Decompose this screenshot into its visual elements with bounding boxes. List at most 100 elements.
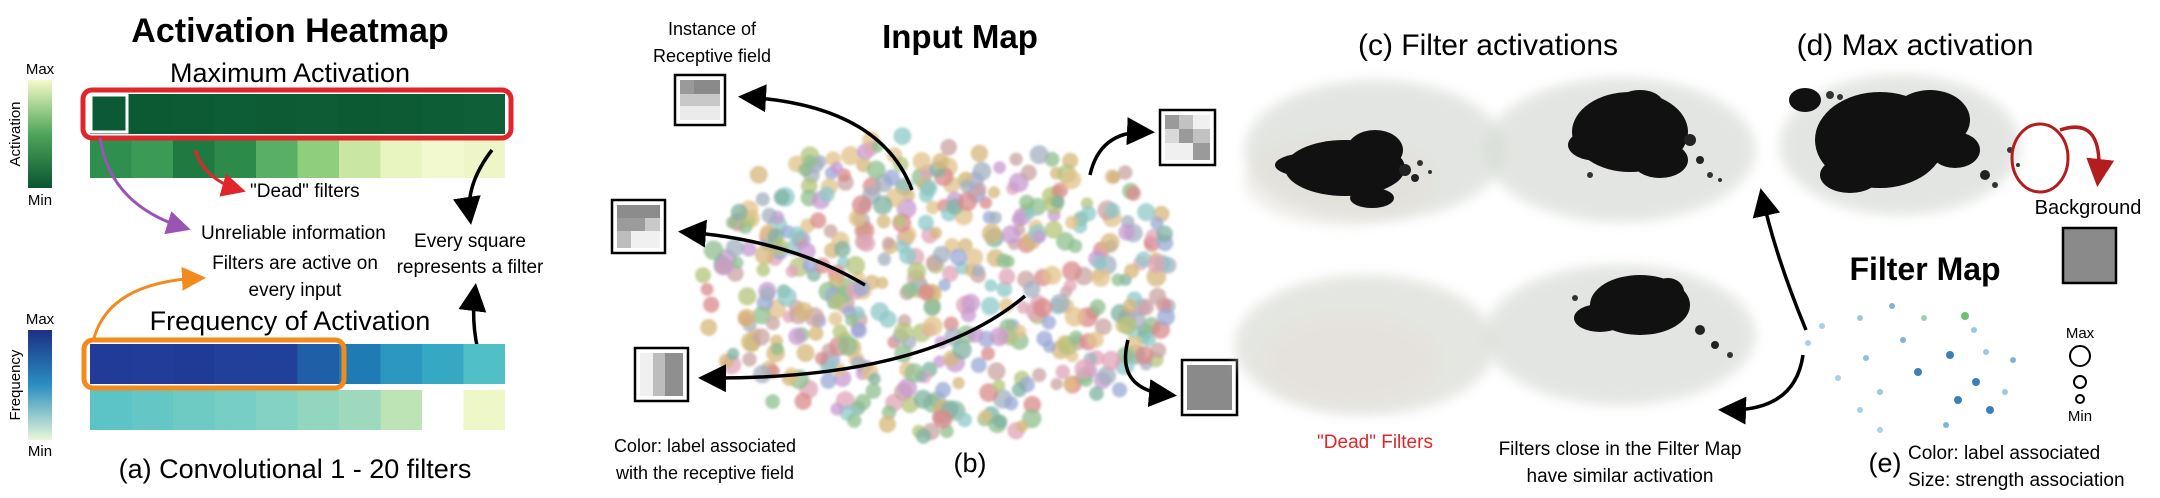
input-dot — [894, 322, 913, 341]
input-dot — [1023, 206, 1036, 220]
input-dot — [883, 169, 900, 186]
every-square-line1: Every square — [414, 231, 526, 252]
orange-arrow — [92, 266, 206, 339]
input-dot — [996, 281, 1013, 298]
input-dot — [912, 152, 931, 171]
filter-map-title: Filter Map — [1849, 251, 2000, 287]
input-dot — [1105, 169, 1120, 184]
arrow-to-thumb-right-bottom — [1123, 339, 1177, 408]
freq-row1-cell — [173, 344, 215, 384]
max-row2-cell — [422, 138, 464, 178]
input-dot — [1112, 382, 1128, 398]
activation-map-active-3 — [1485, 265, 1755, 405]
input-dot — [810, 212, 827, 229]
input-dot — [794, 302, 813, 321]
input-dot — [1062, 261, 1082, 281]
input-dot — [942, 265, 959, 282]
filter-dot — [1954, 396, 1962, 404]
max-row1-cell — [90, 94, 132, 134]
input-dot — [830, 161, 844, 175]
input-dot — [857, 234, 876, 252]
input-dot — [876, 276, 889, 289]
input-dot — [904, 363, 924, 383]
input-dot — [1087, 331, 1104, 348]
filter-dot — [1835, 375, 1841, 381]
input-dot — [1094, 318, 1112, 336]
input-dot — [938, 278, 951, 292]
input-dot — [845, 313, 859, 327]
input-dot — [893, 127, 912, 145]
input-dot — [971, 264, 985, 277]
input-dot — [808, 326, 824, 341]
input-dot — [917, 284, 935, 301]
filter-dot — [1805, 340, 1811, 346]
input-dot — [893, 214, 907, 228]
input-dot — [1150, 216, 1164, 230]
input-dot — [1101, 350, 1122, 371]
first-filter-highlight — [89, 93, 129, 134]
arrow-to-thumb-top — [738, 84, 914, 191]
input-dot — [981, 296, 1000, 316]
input-dot — [695, 267, 711, 284]
max-row2-cell — [256, 138, 298, 178]
input-dot — [731, 256, 744, 269]
freq-row2-cell — [339, 390, 381, 430]
input-dot — [1041, 315, 1057, 330]
dead-filters-map-label: "Dead" Filters — [1317, 432, 1433, 453]
input-dot — [907, 262, 927, 281]
input-dot — [765, 394, 780, 409]
input-dot — [1051, 195, 1065, 209]
freq-row1-cell — [256, 344, 298, 384]
input-dot — [794, 392, 812, 410]
frequency-scale-min: Min — [28, 443, 52, 460]
input-dot — [1011, 382, 1027, 398]
input-dot — [766, 316, 780, 331]
max-row1-cell — [214, 94, 256, 134]
input-dot — [1156, 225, 1173, 243]
filter-map-color-line: Color: label associated — [1908, 443, 2100, 464]
frequency-subtitle: Frequency of Activation — [150, 306, 431, 336]
freq-row2-cell — [90, 390, 132, 430]
input-dot — [853, 280, 870, 297]
input-dot — [1124, 263, 1140, 279]
max-to-square-arrow — [453, 148, 494, 225]
input-dot — [876, 214, 891, 229]
input-dot — [802, 154, 817, 169]
input-dot — [932, 153, 949, 170]
max-row1-cell — [173, 94, 215, 134]
freq-row2-cell — [463, 390, 505, 430]
input-map-caption: (b) — [954, 448, 987, 478]
input-dot — [984, 279, 998, 292]
max-row2-cell — [380, 138, 422, 178]
freq-row1-cell — [463, 344, 505, 384]
activation-map-active-2 — [1485, 78, 1755, 222]
activation-color-scale: Max Min Activation — [7, 61, 55, 209]
panel-input-map: Input Map Instance of Receptive field — [610, 18, 1239, 483]
input-dot — [834, 240, 851, 258]
input-dot — [753, 364, 772, 384]
max-row2-cell — [297, 138, 339, 178]
input-dot — [1001, 225, 1021, 245]
freq-row1-cell — [380, 344, 422, 384]
input-dot — [1105, 202, 1121, 218]
filter-dot — [1943, 422, 1949, 428]
input-dot — [1029, 145, 1049, 165]
input-dot — [1055, 364, 1071, 380]
filter-dot — [1983, 349, 1989, 355]
arrow-to-thumb-right-top — [1088, 117, 1155, 176]
activation-scale-label: Activation — [7, 101, 24, 166]
input-dot — [752, 328, 770, 346]
active-every-input-line1: Filters are active on — [212, 253, 378, 274]
background-swatch — [2061, 226, 2118, 285]
input-dot — [714, 256, 733, 276]
filter-dot — [1914, 368, 1922, 376]
heatmap-title: Activation Heatmap — [131, 12, 448, 50]
input-dot — [1117, 165, 1133, 180]
input-dot — [970, 357, 987, 374]
filter-dot — [1889, 303, 1895, 309]
input-dot — [1080, 205, 1097, 222]
input-dot — [943, 316, 959, 332]
input-dot — [1147, 255, 1166, 274]
input-dot — [978, 409, 992, 423]
input-dot — [1064, 306, 1085, 327]
